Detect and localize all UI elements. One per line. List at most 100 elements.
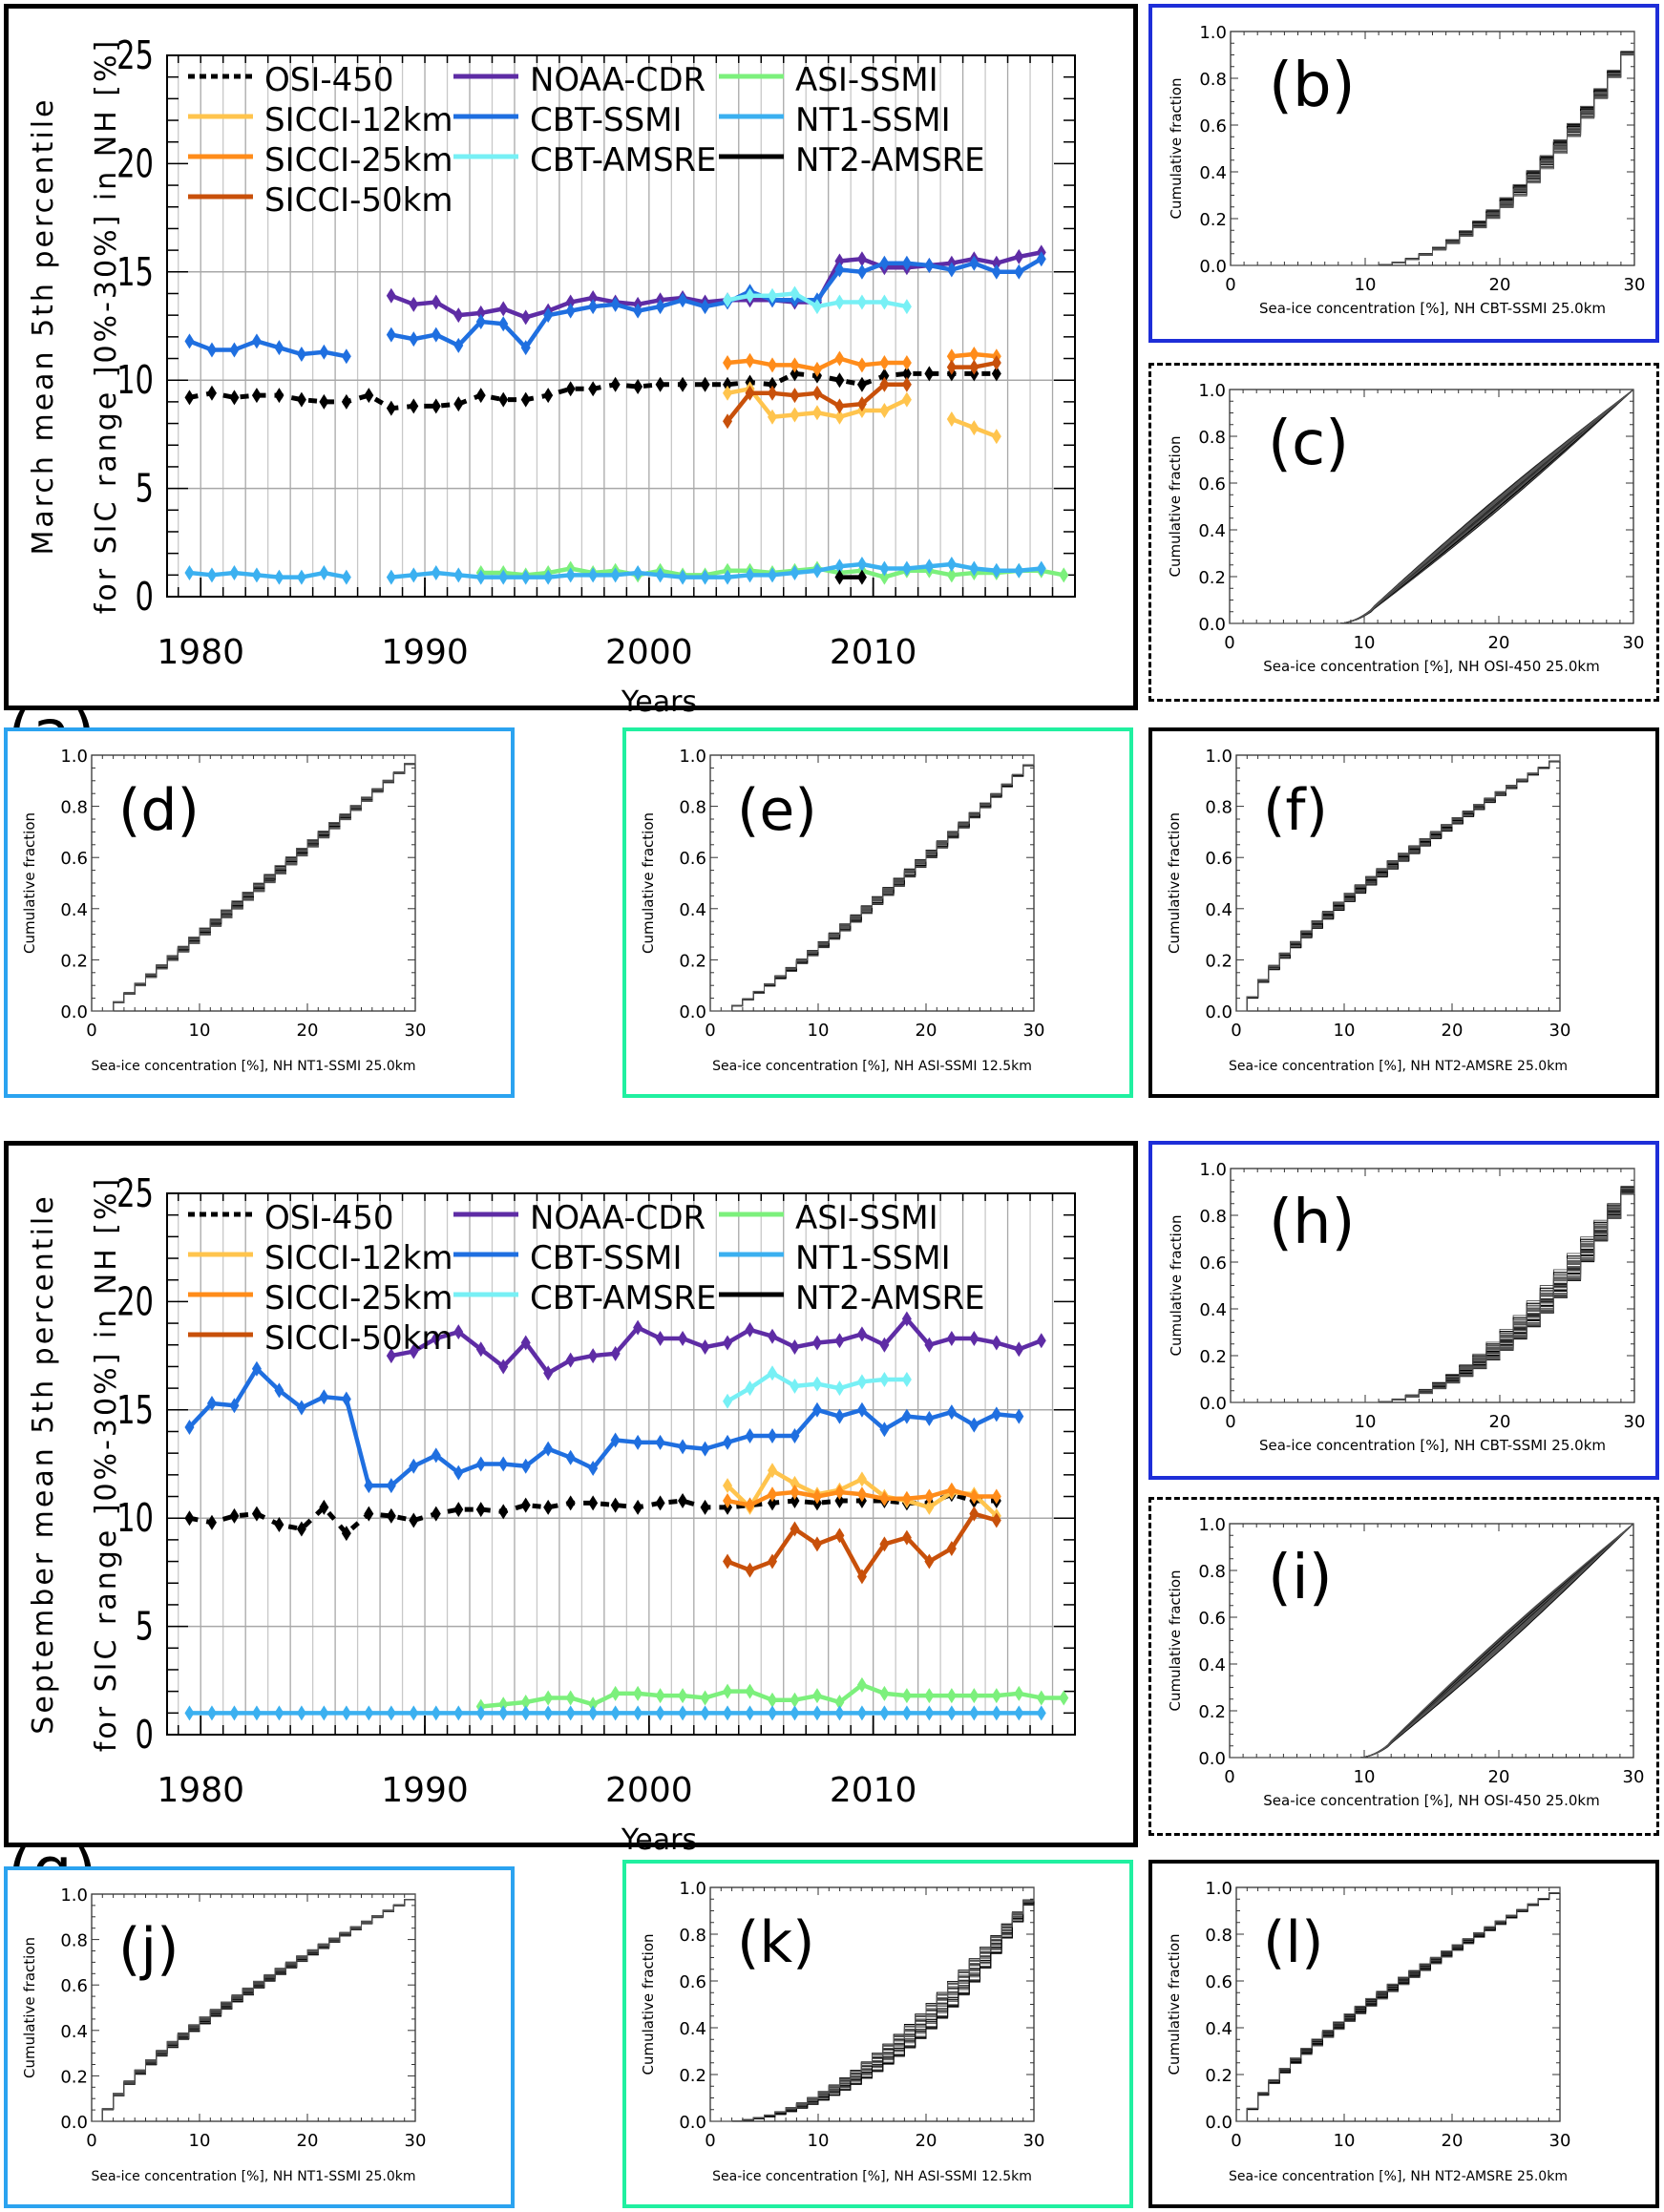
data-point	[206, 385, 217, 401]
cdf-svg-k: 0.0 0.2 0.4 0.6 0.8 1.0 0 10 20 30 Sea-ice concent…	[640, 1879, 1044, 2184]
data-point	[229, 342, 240, 358]
data-point	[610, 376, 621, 392]
data-point	[879, 560, 890, 577]
data-point	[924, 1410, 935, 1426]
data-point	[475, 305, 486, 321]
data-point	[520, 569, 531, 585]
data-point	[184, 333, 195, 349]
data-point	[834, 1484, 845, 1500]
data-point	[543, 1499, 554, 1515]
data-point	[565, 1705, 576, 1721]
legend-label: CBT-SSMI	[530, 101, 683, 139]
y-axis-label: Cumulative fraction	[1166, 812, 1183, 954]
x-tick-label: 0	[1225, 1412, 1235, 1432]
y-tick-label: 0.2	[1205, 2066, 1232, 2086]
data-point	[856, 1705, 867, 1721]
x-tick-label: 10	[1334, 1021, 1356, 1041]
data-point	[678, 1439, 688, 1455]
data-point	[520, 391, 531, 408]
data-point	[946, 411, 957, 428]
data-point	[229, 1507, 240, 1524]
series-sicci-25km	[723, 346, 1001, 377]
data-point	[655, 1495, 665, 1511]
y-tick-label: 0.2	[679, 951, 706, 971]
data-point	[409, 331, 419, 348]
y-axis-label: Cumulative fraction	[21, 1937, 38, 2078]
legend-item: SICCI-50km	[188, 1319, 453, 1358]
data-point	[184, 1705, 195, 1721]
data-point	[588, 1705, 599, 1721]
data-point	[341, 569, 351, 585]
data-point	[341, 1526, 351, 1542]
data-point	[768, 1495, 777, 1511]
x-tick-label: 1980	[157, 1771, 244, 1810]
data-point	[946, 1404, 957, 1421]
series-asi-ssmi	[475, 1676, 1069, 1715]
data-point	[723, 376, 733, 392]
x-tick-label: 2010	[830, 1771, 917, 1810]
data-point	[409, 1458, 419, 1474]
data-point	[991, 429, 1001, 445]
data-point	[924, 1488, 935, 1505]
data-point	[811, 1488, 822, 1505]
data-point	[520, 1335, 531, 1351]
data-point	[475, 569, 486, 585]
y-tick-label: 25	[116, 32, 154, 78]
data-point	[565, 567, 576, 583]
data-point	[431, 1705, 441, 1721]
data-point	[745, 1562, 755, 1578]
data-point	[745, 1683, 755, 1699]
cdf-curves	[1230, 1523, 1634, 1759]
data-point	[879, 1685, 890, 1701]
y-tick-label: 1.0	[679, 747, 706, 767]
data-point	[700, 376, 710, 392]
data-point	[879, 1422, 890, 1438]
data-point	[498, 391, 509, 408]
y-tick-label: 1.0	[1205, 747, 1232, 767]
data-point	[364, 1478, 374, 1494]
x-tick-label: 0	[1231, 2131, 1241, 2151]
data-point	[946, 1705, 957, 1721]
data-point	[319, 565, 329, 581]
data-point	[790, 407, 800, 423]
y-tick-label: 10	[116, 357, 154, 404]
x-axis-label: Sea-ice concentration [%], NH NT1-SSMI 2…	[91, 1059, 415, 1074]
y-tick-label: 0.6	[1199, 1253, 1227, 1274]
x-tick-label: 10	[189, 1021, 211, 1041]
data-point	[834, 1408, 845, 1424]
y-axis-label: for SIC range ]0%-30%] in NH [%]	[90, 1176, 123, 1752]
data-point	[409, 1512, 419, 1528]
cdf-svg-d: 0.0 0.2 0.4 0.6 0.8 1.0 0 10 20 30 Sea-ice concent…	[21, 747, 426, 1074]
y-tick-label: 1.0	[60, 1885, 88, 1906]
series-cbt-amsre	[723, 285, 912, 315]
data-point	[274, 340, 284, 356]
data-point	[655, 299, 665, 315]
data-point	[655, 1330, 665, 1346]
data-point	[610, 567, 621, 583]
legend-label: CBT-SSMI	[530, 1239, 683, 1277]
data-point	[588, 290, 599, 306]
data-point	[341, 1705, 351, 1721]
data-point	[498, 1696, 509, 1713]
data-point	[879, 1490, 890, 1506]
data-point	[588, 299, 599, 315]
data-point	[946, 262, 957, 278]
data-point	[610, 1497, 621, 1513]
data-point	[453, 1324, 464, 1340]
cdf-curve	[92, 755, 416, 1012]
panel-b: 0.0 0.2 0.4 0.6 0.8 1.0 0 10 20 30 Sea-ice concent…	[1148, 4, 1659, 343]
data-point	[633, 379, 643, 395]
y-tick-label: 0.8	[60, 798, 88, 818]
legend-item: NOAA-CDR	[453, 61, 706, 99]
data-point	[296, 346, 306, 362]
series-sicci-50km	[723, 355, 1001, 430]
data-point	[879, 569, 890, 585]
data-point	[790, 1378, 800, 1394]
y-tick-label: 0.0	[1205, 2113, 1232, 2133]
data-point	[498, 569, 509, 585]
data-point	[251, 567, 262, 583]
data-point	[745, 1705, 755, 1721]
data-point	[655, 376, 665, 392]
data-point	[768, 385, 777, 401]
data-point	[834, 253, 845, 269]
